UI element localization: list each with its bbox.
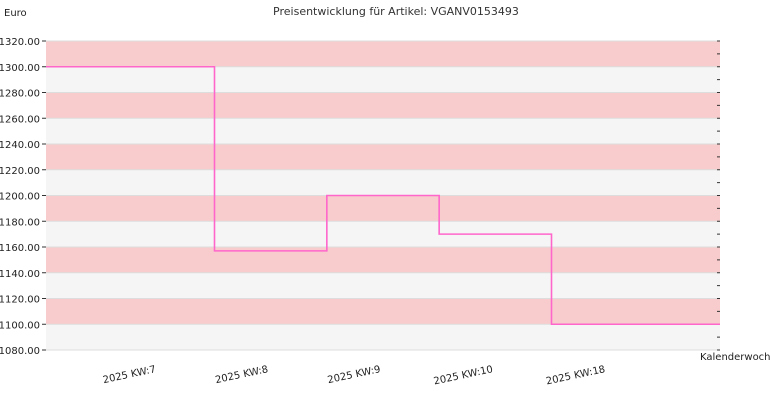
y-tick-label: 1260.00	[0, 114, 40, 125]
x-tick-label: 2025 KW:9	[327, 364, 382, 386]
y-tick-label: 1200.00	[0, 192, 40, 203]
x-tick-label: 2025 KW:7	[102, 364, 157, 386]
x-axis-ticks: 2025 KW:7 2025 KW:8 2025 KW:9 2025 KW:10 202…	[102, 364, 606, 387]
plot-band	[46, 169, 720, 196]
x-tick-label: 2025 KW:8	[214, 364, 269, 386]
x-tick-label: 2025 KW:10	[433, 364, 494, 387]
plot-band	[46, 247, 720, 273]
plot-bands	[46, 41, 720, 350]
y-tick-label: 1240.00	[0, 140, 40, 151]
plot-band	[46, 221, 720, 247]
y-tick-label: 1280.00	[0, 89, 40, 100]
plot-band	[46, 272, 720, 299]
y-axis-label: Euro	[4, 8, 27, 19]
y-axis-ticks: 1080.00 1100.00 1120.00 1140.00 1160.00 1180.…	[0, 37, 46, 357]
plot-band	[46, 41, 720, 67]
y-tick-label: 1160.00	[0, 243, 40, 254]
y-tick-label: 1120.00	[0, 295, 40, 306]
y-tick-label: 1320.00	[0, 37, 40, 48]
chart-title: Preisentwicklung für Artikel: VGANV01534…	[273, 5, 519, 18]
y-tick-label: 1300.00	[0, 63, 40, 74]
plot-band	[46, 298, 720, 325]
plot-band	[46, 195, 720, 222]
plot-band	[46, 66, 720, 93]
right-minor-ticks	[717, 40, 720, 351]
x-tick-label: 2025 KW:18	[545, 364, 606, 387]
plot-band	[46, 92, 720, 119]
y-tick-label: 1140.00	[0, 269, 40, 280]
price-series-line	[46, 65, 720, 326]
y-tick-label: 1220.00	[0, 166, 40, 177]
plot-band	[46, 118, 720, 144]
y-tick-label: 1180.00	[0, 217, 40, 228]
plot-band	[46, 324, 720, 350]
y-tick-label: 1100.00	[0, 320, 40, 331]
x-axis-label: Kalenderwoche	[700, 352, 770, 363]
plot-band	[46, 144, 720, 170]
y-tick-label: 1080.00	[0, 346, 40, 357]
